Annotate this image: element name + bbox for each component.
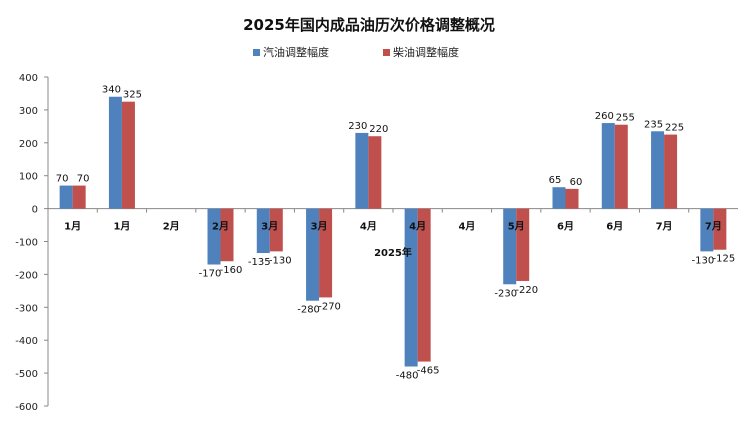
bar-gasoline: [651, 131, 665, 209]
data-label-diesel: -270: [318, 301, 341, 312]
data-label-diesel: 325: [123, 90, 142, 101]
x-category-label: 1月: [64, 221, 81, 233]
x-category-label: 6月: [557, 221, 574, 233]
data-label-diesel: 60: [570, 177, 583, 188]
x-category-label: 2月: [163, 221, 180, 233]
data-label-diesel: -160: [220, 265, 243, 276]
bar-diesel: [565, 188, 579, 209]
bar-diesel: [417, 208, 431, 362]
data-label-gasoline: 260: [595, 111, 614, 122]
y-tick-label: -300: [15, 303, 38, 314]
bar-gasoline: [503, 208, 517, 285]
y-tick-label: 100: [19, 172, 38, 183]
data-label-diesel: 255: [616, 113, 635, 124]
y-tick-label: 400: [19, 73, 38, 84]
x-category-label: 5月: [508, 221, 525, 233]
data-label-diesel: 225: [665, 123, 684, 134]
y-axis: 400 300 200 100 0 -100 -200 -300 -400 -500 -600: [15, 73, 49, 413]
bar-gasoline: [256, 208, 270, 254]
y-tick-label: -100: [15, 238, 38, 249]
x-category-label: 4月: [409, 221, 426, 233]
data-label-gasoline: -135: [248, 257, 271, 268]
bar-diesel: [319, 208, 333, 298]
data-label-diesel: -125: [713, 254, 736, 265]
y-tick-label: -200: [15, 270, 38, 281]
x-category-label: 3月: [311, 221, 328, 233]
bar-gasoline: [355, 132, 369, 209]
x-category-label: 2月: [212, 221, 229, 233]
bar-diesel: [368, 136, 382, 209]
bar-gasoline: [207, 208, 221, 265]
y-tick-label: -500: [15, 369, 38, 380]
y-tick-label: 0: [32, 205, 38, 216]
data-label-gasoline: 70: [56, 174, 69, 185]
data-label-gasoline: 235: [644, 119, 663, 130]
bar-diesel: [614, 124, 628, 209]
data-label-gasoline: -480: [396, 371, 419, 382]
data-label-diesel: 70: [77, 174, 90, 185]
data-label-diesel: -220: [515, 285, 538, 296]
bar-gasoline: [552, 187, 566, 209]
bar-gasoline: [306, 208, 320, 301]
y-tick-label: 300: [19, 106, 38, 117]
x-category-label: 7月: [705, 221, 722, 233]
x-category-label: 3月: [261, 221, 278, 233]
data-label-gasoline: 340: [102, 85, 121, 96]
x-category-label: 7月: [656, 221, 673, 233]
data-label-gasoline: -130: [692, 255, 715, 266]
bars: [59, 96, 727, 367]
legend-label-gasoline: 汽油调整幅度: [263, 45, 329, 59]
bar-gasoline: [404, 208, 418, 367]
bar-diesel: [121, 101, 135, 209]
y-tick-label: 200: [19, 139, 38, 150]
data-label-gasoline: -170: [199, 269, 222, 280]
data-label-gasoline: -230: [494, 288, 517, 299]
x-category-label: 4月: [458, 221, 475, 233]
data-label-diesel: -130: [269, 255, 292, 266]
bar-diesel: [516, 208, 530, 281]
legend-swatch-gasoline: [253, 49, 260, 56]
x-axis-title: 2025年: [374, 246, 412, 259]
bar-diesel: [220, 208, 234, 262]
bar-gasoline: [601, 123, 615, 209]
bar-diesel: [72, 185, 86, 209]
legend: 汽油调整幅度 柴油调整幅度: [253, 45, 459, 59]
data-label-diesel: 220: [369, 124, 388, 135]
chart-title: 2025年国内成品油历次价格调整概况: [243, 16, 495, 34]
bar-diesel: [713, 208, 727, 250]
legend-swatch-diesel: [383, 49, 390, 56]
data-label-gasoline: -280: [297, 305, 320, 316]
data-label-gasoline: 65: [549, 175, 562, 186]
bar-diesel: [664, 134, 678, 209]
bar-gasoline: [108, 96, 122, 209]
bar-gasoline: [59, 185, 73, 209]
legend-label-diesel: 柴油调整幅度: [393, 45, 459, 59]
y-tick-label: -400: [15, 336, 38, 347]
bar-gasoline: [700, 208, 714, 252]
y-tick-label: -600: [15, 402, 38, 413]
x-category-label: 4月: [360, 221, 377, 233]
bar-diesel: [269, 208, 283, 252]
x-category-label: 6月: [606, 221, 623, 233]
data-label-gasoline: 230: [348, 121, 367, 132]
category-labels: 1月 1月 2月 2月 3月 3月 4月 4月 4月 5月 6月 6月 7月 7月: [64, 221, 722, 233]
x-category-label: 1月: [113, 221, 130, 233]
data-label-diesel: -465: [417, 366, 440, 377]
